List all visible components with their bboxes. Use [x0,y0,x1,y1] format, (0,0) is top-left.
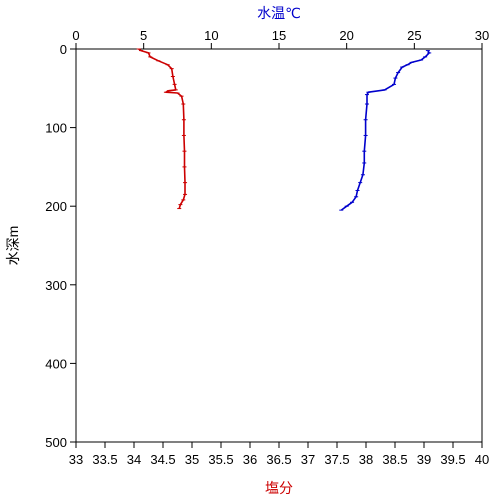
bottom-tick-label: 40 [475,452,489,467]
bottom-tick-label: 36.5 [266,452,291,467]
chart-axes: 0 100 200 300 400 500 0 5 10 15 20 25 30 33 33.5 34 34.5… [45,28,489,467]
top-tick-label: 10 [204,28,218,43]
bottom-axis-title: 塩分 [265,480,293,496]
bottom-tick-label: 34 [127,452,141,467]
y-axis-title: 水深m [5,226,21,266]
bottom-tick-label: 33.5 [92,452,117,467]
bottom-tick-label: 35.5 [208,452,233,467]
top-tick-label: 15 [272,28,286,43]
top-tick-label: 20 [339,28,353,43]
bottom-tick-label: 35 [185,452,199,467]
bottom-tick-label: 38 [359,452,373,467]
series-line-1 [138,48,186,209]
top-tick-label: 5 [140,28,147,43]
top-axis-title: 水温℃ [257,5,301,21]
series-layer [136,48,432,211]
y-tick-label: 300 [45,278,67,293]
plot-frame [75,48,483,443]
bottom-tick-label: 39.5 [440,452,465,467]
bottom-tick-label: 33 [69,452,83,467]
top-tick-label: 30 [475,28,489,43]
bottom-tick-label: 37.5 [324,452,349,467]
y-tick-label: 200 [45,199,67,214]
y-tick-label: 0 [60,42,67,57]
bottom-tick-label: 36 [243,452,257,467]
y-tick-label: 500 [45,435,67,450]
y-tick-label: 400 [45,356,67,371]
bottom-tick-label: 34.5 [150,452,175,467]
series-line-0 [340,50,431,211]
top-tick-label: 0 [72,28,79,43]
top-tick-label: 25 [407,28,421,43]
bottom-tick-label: 37 [301,452,315,467]
bottom-tick-label: 38.5 [382,452,407,467]
bottom-tick-label: 39 [417,452,431,467]
y-tick-label: 100 [45,121,67,136]
